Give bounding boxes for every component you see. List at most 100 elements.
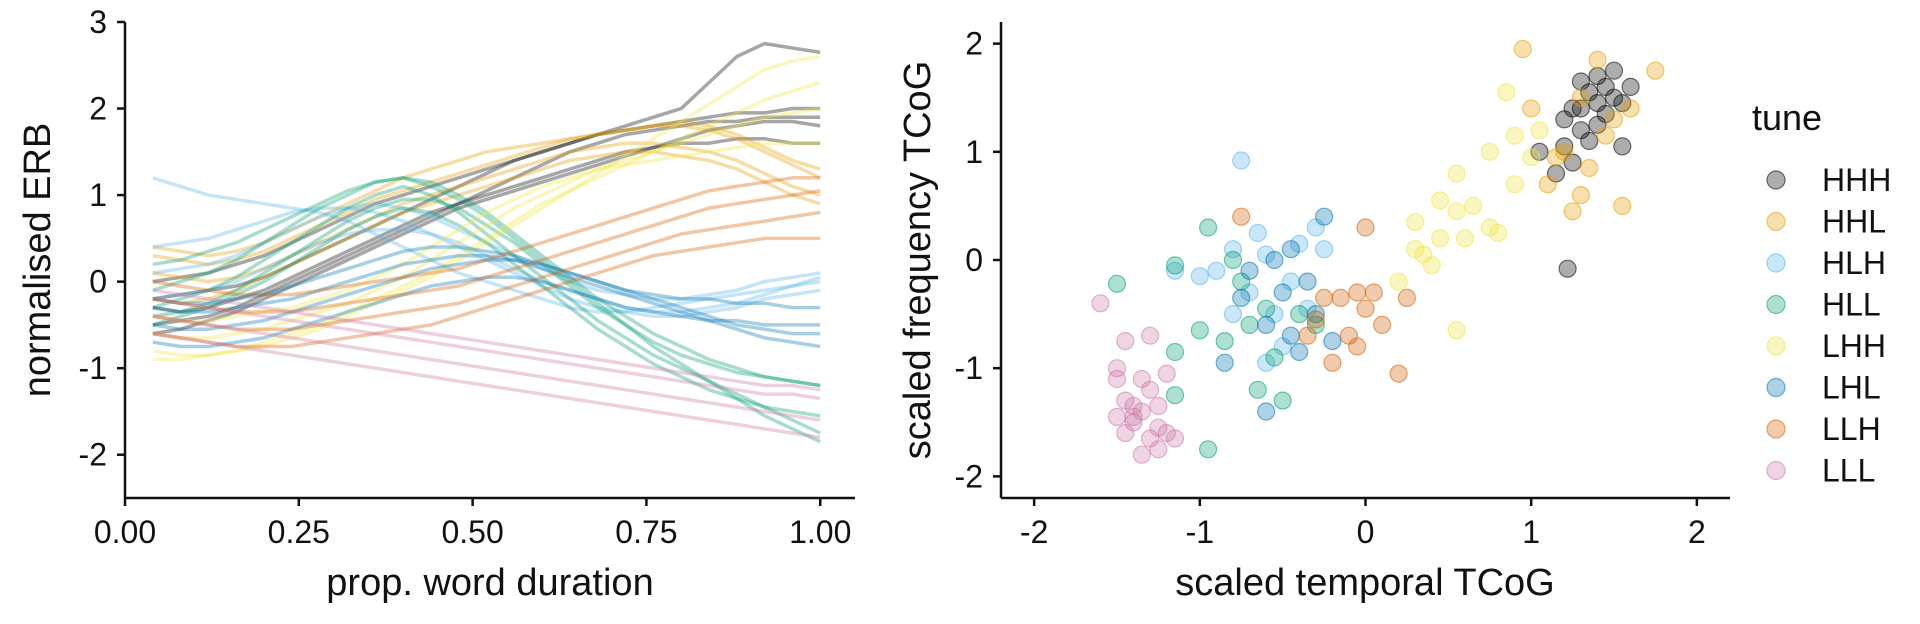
scatter-point-hll [1198,440,1218,459]
line-series-hhl [152,150,821,306]
right-y-tick-label: 2 [965,26,983,62]
scatter-point-lhl [1240,261,1259,280]
scatter-point-hhl [1596,126,1615,145]
scatter-point-lhl [1306,305,1325,324]
scatter-point-llh [1356,299,1375,318]
scatter-point-lhl [1215,353,1234,372]
scatter-point-hlh [1223,240,1243,259]
scatter-point-lhh [1406,213,1425,232]
scatter-point-hhl [1522,99,1541,118]
right-x-ticks: -2 -1 0 1 2 [1020,498,1706,550]
scatter-point-hlh [1207,261,1226,280]
right-y-tick-label: -1 [955,350,983,386]
line-series-llh [152,176,821,297]
left-x-tick-label: 0.25 [268,514,330,550]
right-y-axis-title: scaled frequency TCoG [897,61,939,460]
scatter-point-hll [1265,348,1284,367]
scatter-point-hhh [1571,121,1591,140]
right-x-tick-label: 2 [1688,514,1706,550]
scatter-point-lhl [1314,207,1334,226]
scatter-point-hlh [1248,223,1267,243]
line-series-llh [152,210,821,331]
line-series-lhh [152,106,821,340]
scatter-point-hll [1273,391,1292,410]
left-x-tick-label: 1.00 [789,514,851,550]
scatter-point-lhh [1447,321,1466,340]
scatter-point-hhh [1613,137,1632,156]
scatter-point-hll [1290,305,1309,324]
legend-label-lhh: LHH [1822,328,1886,364]
line-series-hlh [152,227,821,314]
scatter-point-hhl [1588,50,1607,70]
scatter-point-lll [1165,429,1185,448]
line-series-hlh [152,206,821,319]
left-y-tick-label: 0 [89,264,107,300]
right-x-tick-label: 1 [1522,514,1540,550]
scatter-point-llh [1232,207,1251,226]
scatter-point-lhh [1488,223,1508,243]
scatter-point-llh [1372,315,1392,334]
line-series-hhh [152,137,821,314]
line-series-lhl [152,245,821,310]
scatter-point-lll [1107,407,1127,426]
left-y-ticks: -2 -1 0 1 2 3 [79,4,125,473]
scatter-point-llh [1331,288,1350,307]
legend-marker-llh [1766,419,1786,439]
scatter-point-lhl [1256,402,1276,421]
left-y-tick-label: 2 [89,91,107,127]
right-x-axis-title: scaled temporal TCoG [1175,562,1554,604]
line-series-hlh [152,176,821,314]
line-series-lhh [152,141,821,323]
scatter-point-hll [1215,332,1234,351]
scatter-point-hhl [1513,39,1533,59]
scatter-point-lhh [1530,121,1549,140]
scatter-point-llh [1306,310,1325,329]
left-x-ticks: 0.00 0.25 0.50 0.75 1.00 [94,498,851,550]
scatter-point-lll [1107,359,1127,378]
scatter-point-lhh [1464,196,1483,215]
left-y-tick-label: -1 [79,350,107,386]
scatter-point-llh [1348,283,1367,302]
scatter-point-lll [1149,418,1168,437]
scatter-point-hll [1165,342,1185,362]
line-series-llh [152,189,821,314]
right-y-tick-label: 1 [965,134,983,170]
scatter-point-hhl [1538,175,1557,194]
line-series-group [152,41,821,444]
scatter-chart-panel: -2 -1 0 1 2 -2 -1 0 1 2 scaled temporal TCoG sca… [897,22,1730,604]
right-x-tick-label: -2 [1020,514,1048,550]
line-series-llh [152,236,821,349]
scatter-point-lll [1140,380,1160,399]
legend-marker-hll [1766,294,1786,315]
scatter-point-lhl [1290,342,1309,362]
scatter-point-lhl [1323,332,1342,351]
line-series-hhh [152,41,821,284]
line-series-lhl [152,258,821,336]
right-x-tick-label: 0 [1357,514,1375,550]
scatter-point-lhh [1447,164,1466,183]
line-chart-panel: -2 -1 0 1 2 3 0.00 0.25 0.50 0.75 1.00 prop. word… [17,4,855,604]
legend-entries: HHH HHL HLH HLL LHH LHL LLH LLL [1766,162,1891,489]
scatter-point-lll [1107,369,1127,389]
scatter-point-lhl [1281,326,1301,345]
scatter-point-hhl [1546,148,1566,167]
left-x-axis-title: prop. word duration [326,562,653,604]
scatter-point-hhh [1558,259,1577,278]
line-series-lhl [152,275,821,349]
scatter-point-hlh [1190,267,1209,286]
scatter-points-group [1091,39,1665,464]
line-series-lll [152,297,821,401]
scatter-point-hhl [1571,186,1591,205]
scatter-point-lll [1149,440,1168,459]
left-x-tick-label: 0.50 [441,514,503,550]
scatter-point-hll [1198,218,1218,237]
scatter-point-lll [1116,424,1135,443]
scatter-point-lhl [1265,250,1284,270]
scatter-point-hll [1256,299,1276,318]
scatter-point-hhh [1604,61,1624,80]
left-y-axis-title: normalised ERB [17,123,59,398]
scatter-point-lll [1140,326,1160,345]
scatter-point-lhh [1414,245,1433,264]
scatter-point-lhl [1298,272,1317,291]
